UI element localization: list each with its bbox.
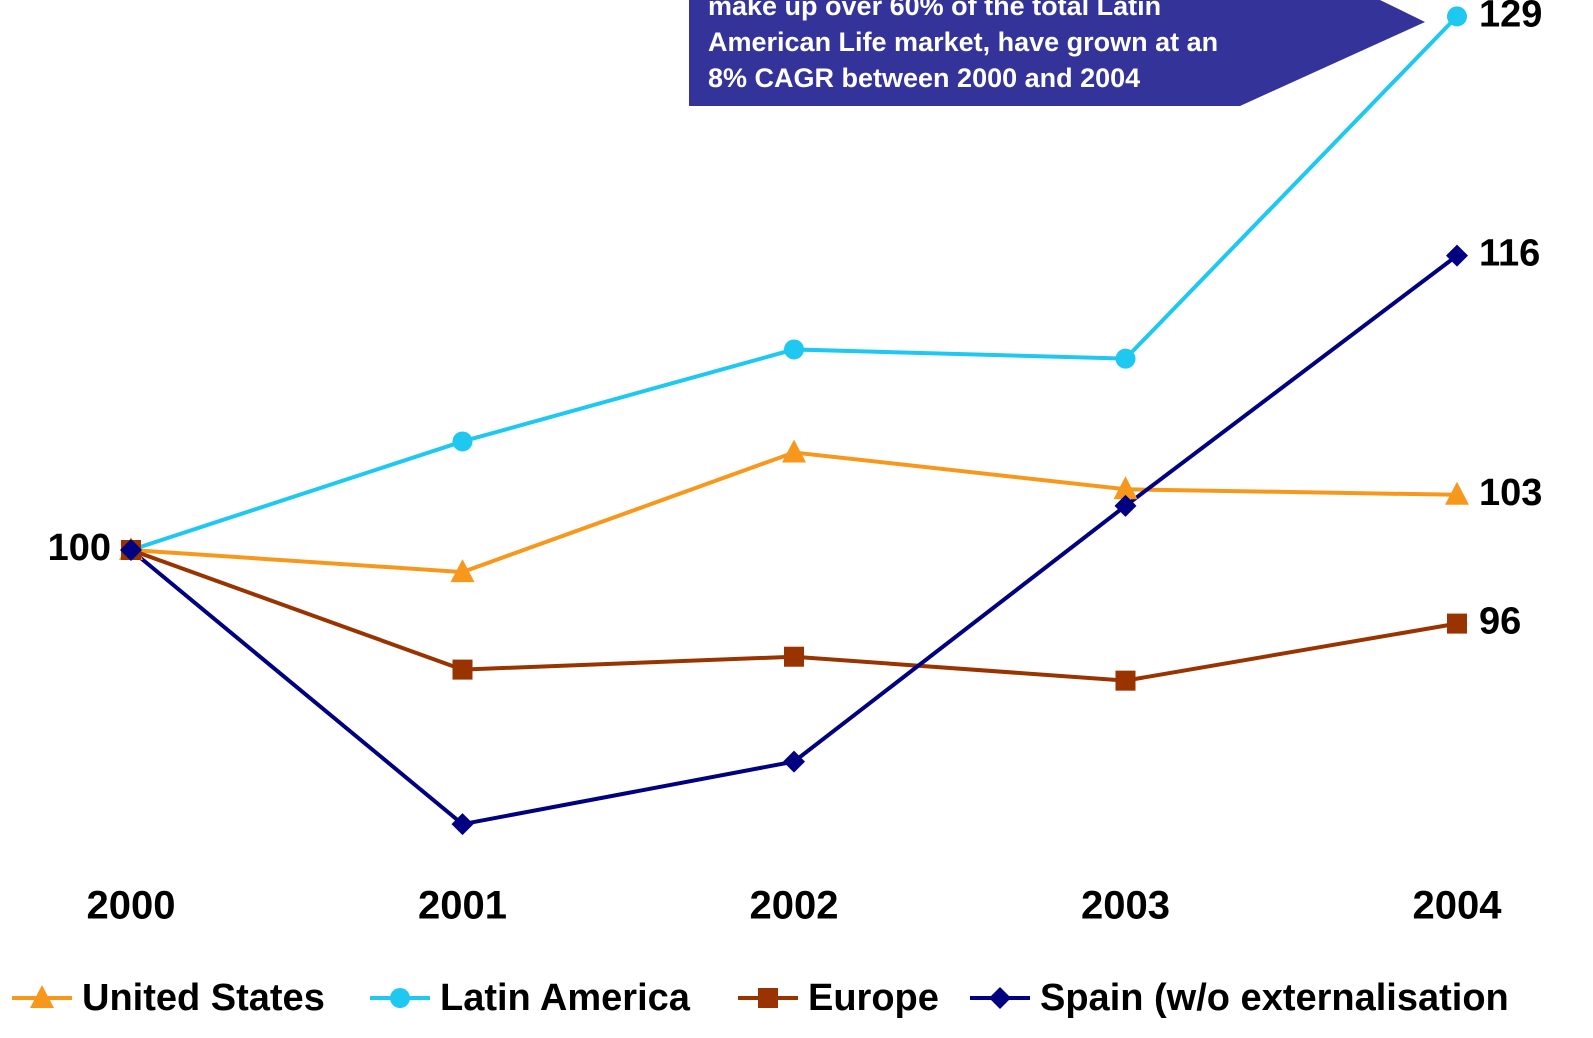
marker [1446, 244, 1468, 267]
marker [1114, 494, 1137, 517]
data-label: 116 [1479, 233, 1540, 275]
x-tick-label: 2000 [87, 884, 176, 928]
legend-label: Spain (w/o externalisation [1040, 977, 1509, 1019]
marker [1447, 613, 1467, 634]
legend-marker [390, 988, 410, 1008]
marker [782, 439, 806, 463]
marker [1113, 476, 1138, 500]
legend-label: Latin America [440, 977, 691, 1019]
data-label: 96 [1479, 601, 1521, 643]
marker [452, 659, 473, 680]
marker [1445, 481, 1469, 505]
legend-label: Europe [808, 977, 939, 1019]
callout [689, 0, 1425, 106]
data-label: 129 [1479, 0, 1542, 35]
callout-text: 8% CAGR between 2000 and 2004 [708, 63, 1140, 93]
marker [1115, 670, 1136, 691]
callout-box [689, 0, 1425, 106]
marker [451, 813, 474, 836]
marker [784, 339, 804, 360]
marker [1447, 6, 1467, 27]
marker [1115, 348, 1136, 369]
legend-marker [758, 988, 778, 1008]
marker [120, 539, 142, 561]
x-tick-label: 2002 [750, 884, 839, 928]
marker [783, 750, 805, 773]
callout-text: make up over 60% of the total Latin [708, 0, 1161, 21]
x-tick-label: 2004 [1413, 884, 1503, 928]
callout-text: American Life market, have grown at an [708, 27, 1218, 57]
legend-label: United States [82, 977, 325, 1019]
series-line [130, 450, 1458, 575]
marker [784, 646, 804, 667]
x-tick-label: 2001 [418, 884, 507, 928]
marker [450, 559, 475, 583]
legend-marker [30, 985, 54, 1008]
legend-marker [989, 987, 1011, 1009]
marker [452, 431, 473, 452]
data-label: 100 [48, 527, 111, 569]
data-label: 103 [1479, 472, 1542, 514]
x-tick-label: 2003 [1081, 884, 1170, 928]
